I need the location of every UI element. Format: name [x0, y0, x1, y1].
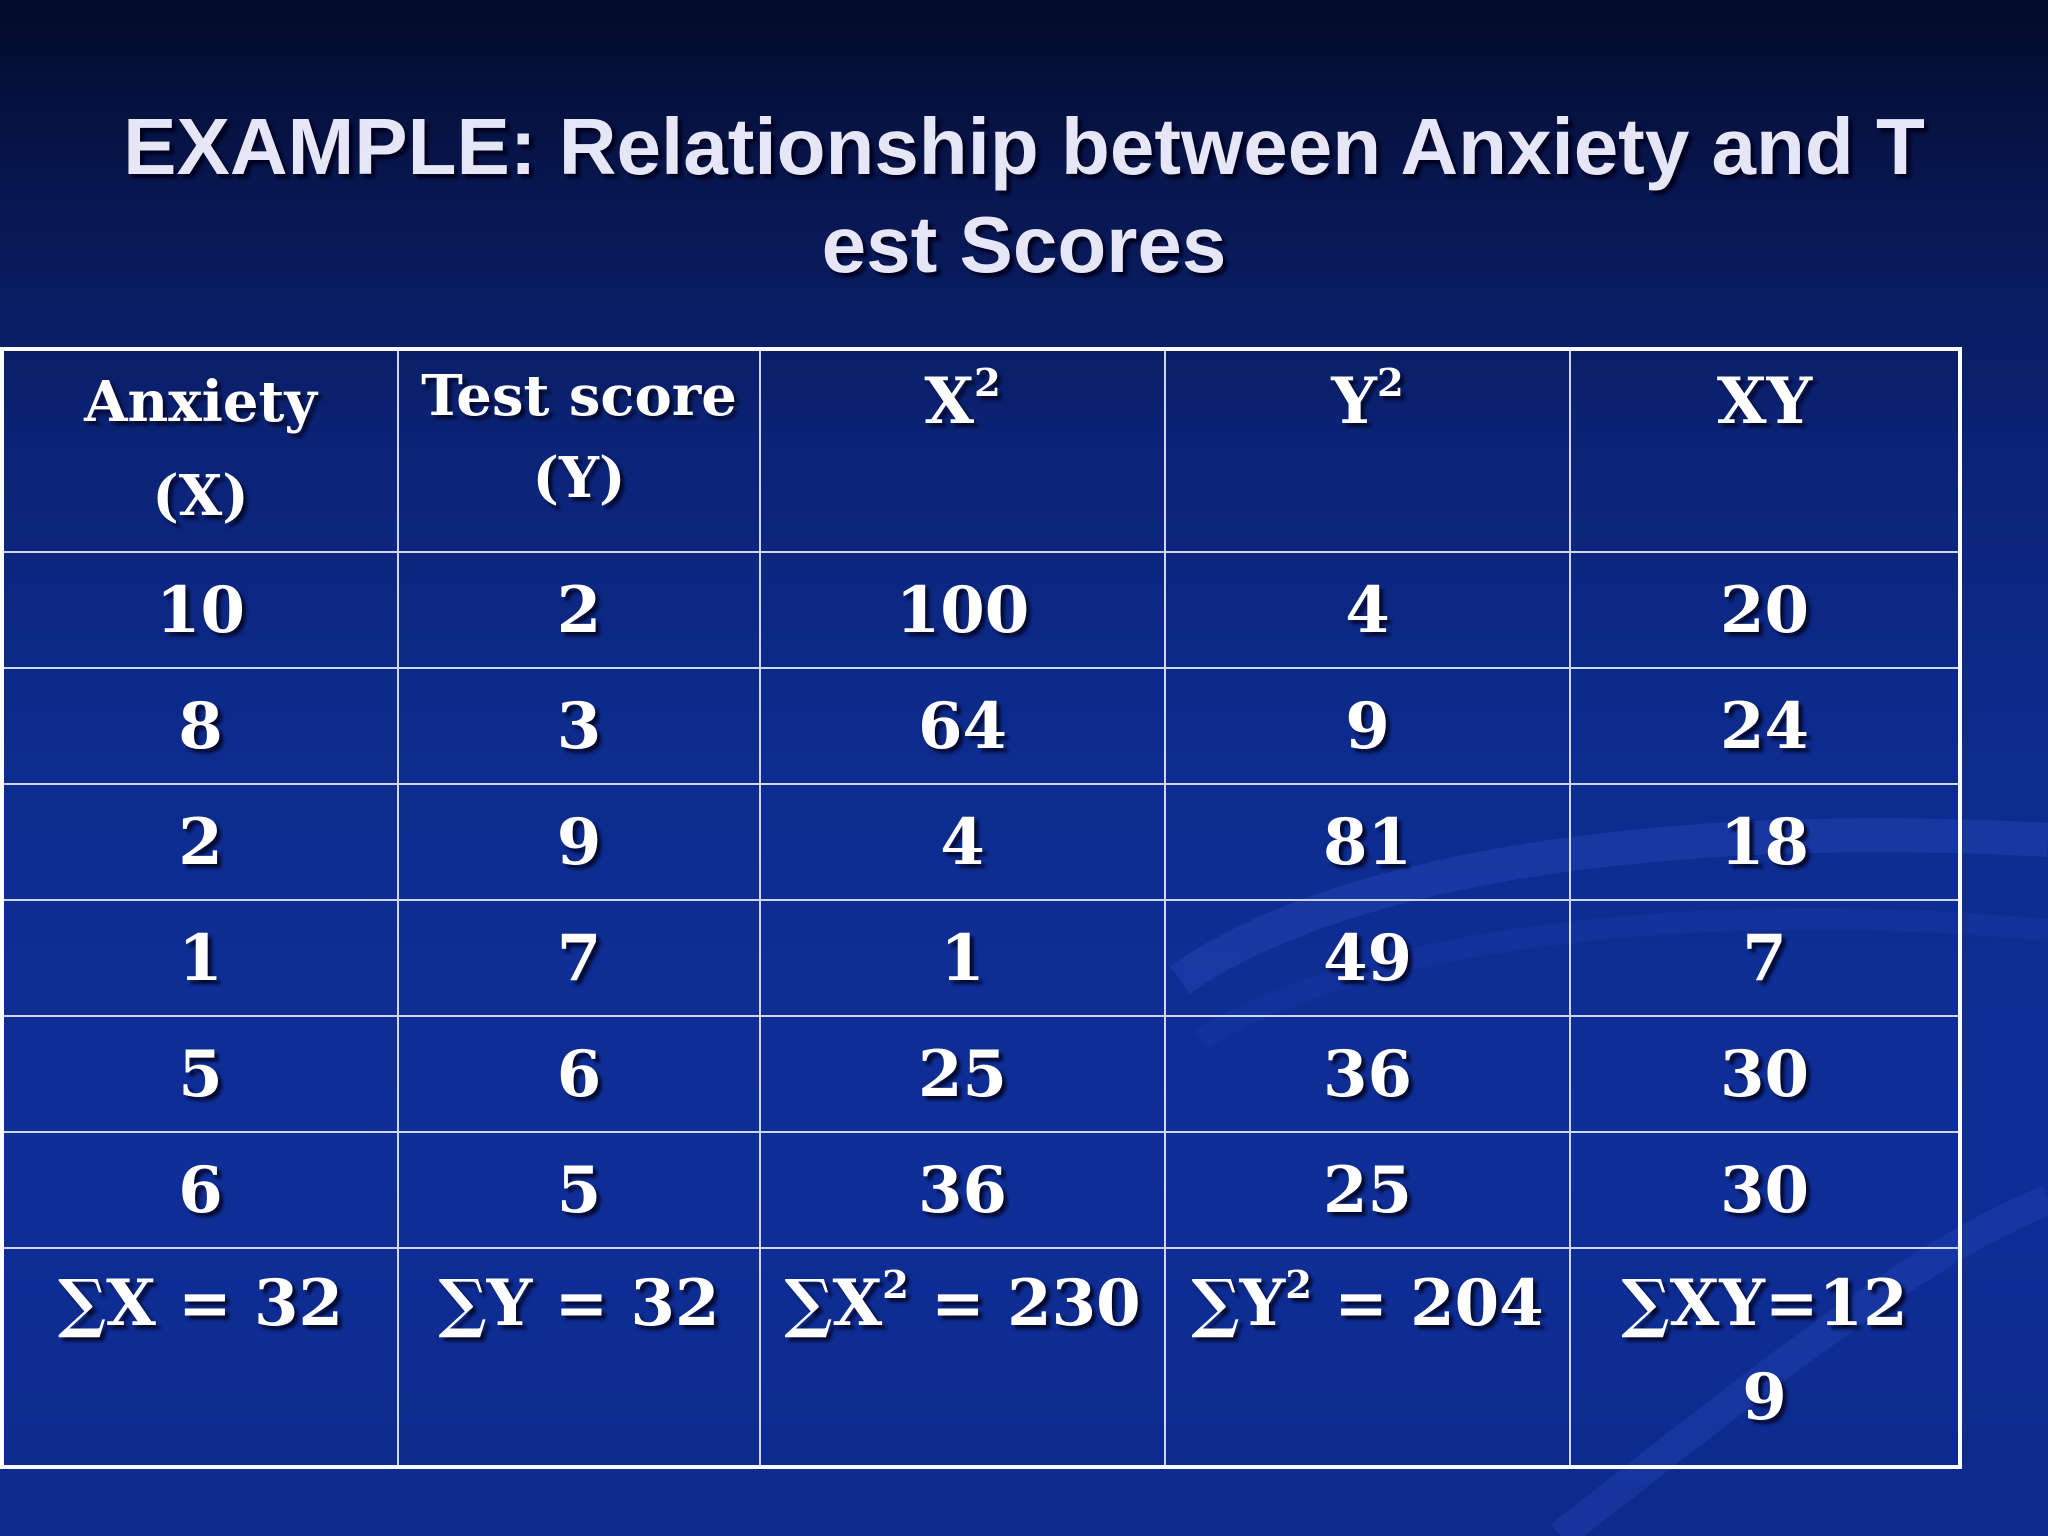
sum-y-squared-value: = 204 [1311, 1266, 1544, 1341]
header-x-squared-base: X [924, 364, 974, 439]
header-test-score-line-1: Test score [421, 363, 737, 429]
cell-xy: 20 [1569, 551, 1961, 669]
cell-y-squared: 25 [1164, 1131, 1571, 1249]
cell-x-squared: 25 [759, 1015, 1166, 1133]
cell-x: 1 [1, 899, 399, 1017]
sum-y-squared: ∑Y2 = 204 [1164, 1247, 1571, 1468]
table-header-row: Anxiety (X) Test score (Y) X2 Y2 XY [1, 348, 1961, 553]
header-xy-label: XY [1716, 364, 1813, 439]
sum-x-squared-value: = 230 [908, 1266, 1141, 1341]
header-test-score-line-2: (Y) [532, 445, 626, 511]
anxiety-test-score-table: Anxiety (X) Test score (Y) X2 Y2 XY 10 2… [0, 347, 1962, 1469]
header-test-score: Test score (Y) [397, 348, 761, 553]
cell-y-squared: 36 [1164, 1015, 1571, 1133]
cell-xy: 30 [1569, 1015, 1961, 1133]
sum-x-squared-base: ∑X [784, 1266, 883, 1341]
sum-xy: ∑XY=12 9 [1569, 1247, 1961, 1468]
cell-y-squared: 81 [1164, 783, 1571, 901]
header-x-squared-exponent: 2 [973, 361, 1001, 407]
cell-y-squared: 49 [1164, 899, 1571, 1017]
cell-x: 10 [1, 551, 399, 669]
sum-xy-line-1: ∑XY=12 [1621, 1266, 1908, 1341]
table-row: 1 7 1 49 7 [1, 899, 1961, 1017]
cell-xy: 24 [1569, 667, 1961, 785]
cell-xy: 30 [1569, 1131, 1961, 1249]
sum-x-squared: ∑X2 = 230 [759, 1247, 1166, 1468]
cell-y-squared: 4 [1164, 551, 1571, 669]
header-y-squared-exponent: 2 [1376, 361, 1404, 407]
cell-x: 6 [1, 1131, 399, 1249]
cell-y: 9 [397, 783, 761, 901]
cell-x-squared: 4 [759, 783, 1166, 901]
header-xy: XY [1569, 348, 1961, 553]
slide-title: EXAMPLE: Relationship between Anxiety an… [0, 98, 2048, 294]
table-row: 6 5 36 25 30 [1, 1131, 1961, 1249]
cell-y: 5 [397, 1131, 761, 1249]
cell-xy: 7 [1569, 899, 1961, 1017]
header-anxiety-line-2: (X) [152, 463, 249, 529]
header-x-squared: X2 [759, 348, 1166, 553]
cell-x-squared: 64 [759, 667, 1166, 785]
cell-y-squared: 9 [1164, 667, 1571, 785]
table-row: 8 3 64 9 24 [1, 667, 1961, 785]
header-anxiety-line-1: Anxiety [84, 369, 317, 435]
sum-x-squared-exponent: 2 [882, 1263, 909, 1309]
sum-y-squared-base: ∑Y [1191, 1266, 1286, 1341]
slide-title-line-1: EXAMPLE: Relationship between Anxiety an… [123, 102, 1925, 191]
table-row: 2 9 4 81 18 [1, 783, 1961, 901]
sum-y: ∑Y = 32 [397, 1247, 761, 1468]
slide-title-line-2: est Scores [821, 200, 1227, 289]
cell-x-squared: 1 [759, 899, 1166, 1017]
cell-x-squared: 36 [759, 1131, 1166, 1249]
header-y-squared: Y2 [1164, 348, 1571, 553]
cell-y: 3 [397, 667, 761, 785]
cell-y: 7 [397, 899, 761, 1017]
sum-xy-line-2: 9 [1742, 1360, 1787, 1435]
table-row: 5 6 25 36 30 [1, 1015, 1961, 1133]
table-row: 10 2 100 4 20 [1, 551, 1961, 669]
header-anxiety: Anxiety (X) [1, 348, 399, 553]
cell-x: 8 [1, 667, 399, 785]
cell-x-squared: 100 [759, 551, 1166, 669]
sum-y-squared-exponent: 2 [1285, 1263, 1312, 1309]
cell-x: 5 [1, 1015, 399, 1133]
header-y-squared-base: Y [1331, 364, 1377, 439]
table-sum-row: ∑X = 32 ∑Y = 32 ∑X2 = 230 ∑Y2 = 204 ∑XY=… [1, 1247, 1961, 1468]
cell-y: 6 [397, 1015, 761, 1133]
cell-y: 2 [397, 551, 761, 669]
cell-xy: 18 [1569, 783, 1961, 901]
cell-x: 2 [1, 783, 399, 901]
sum-x: ∑X = 32 [1, 1247, 399, 1468]
